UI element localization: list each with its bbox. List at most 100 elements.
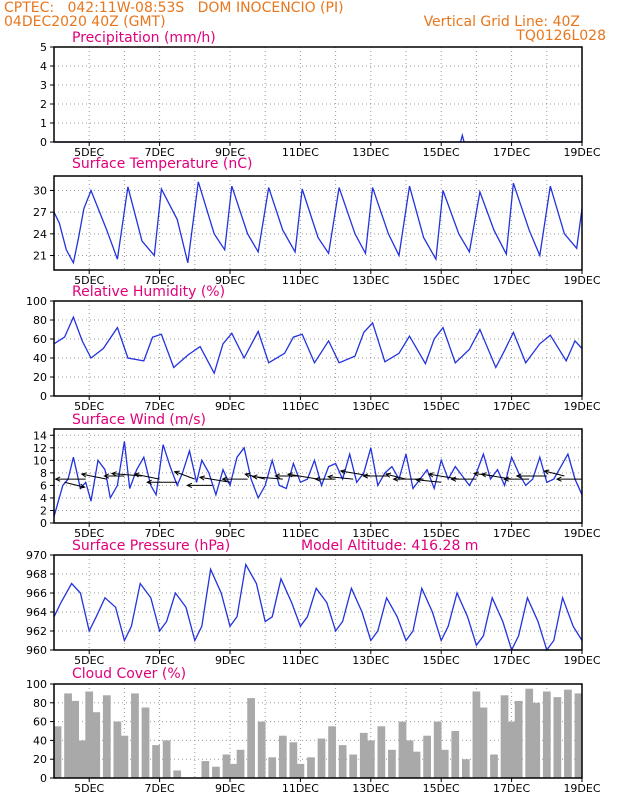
cloud-bar <box>500 695 509 778</box>
cloud-bar <box>229 763 238 778</box>
wind-vector-head <box>543 469 550 475</box>
cloud-title: Cloud Cover (%) <box>72 666 186 682</box>
rh-xtick-label: 17DEC <box>493 400 530 413</box>
wind-ytick-label: 0 <box>40 517 47 530</box>
temp-xtick-label: 15DEC <box>423 274 460 287</box>
wind-vector-head <box>146 479 152 485</box>
wind-vector-head <box>503 476 509 482</box>
wind-vector-head <box>286 472 293 478</box>
precip-ytick-label: 2 <box>40 98 47 111</box>
pres-xtick-label: 15DEC <box>423 654 460 667</box>
wind-xtick-label: 9DEC <box>215 527 245 540</box>
cloud-bar <box>328 726 336 778</box>
rh-ytick-label: 80 <box>33 314 47 327</box>
temp-xtick-label: 9DEC <box>215 274 245 287</box>
pres-ytick-label: 968 <box>26 568 47 581</box>
wind-ytick-label: 12 <box>33 442 47 455</box>
rh-ytick-label: 20 <box>33 371 47 384</box>
cloud-bar <box>296 763 305 778</box>
wind-ytick-label: 6 <box>40 479 47 492</box>
precip-panel: Precipitation (mm/h) 0 1 2 3 4 5 5DEC 7DEC 9DEC 11… <box>40 30 601 159</box>
rh-xtick-label: 11DEC <box>282 400 319 413</box>
pres-xtick-label: 9DEC <box>215 654 245 667</box>
cloud-bar <box>338 745 347 778</box>
cloud-bar <box>398 721 407 778</box>
rh-ytick-label: 40 <box>33 352 47 365</box>
temp-xtick-label: 11DEC <box>282 274 319 287</box>
wind-xtick-label: 15DEC <box>423 527 460 540</box>
cloud-xtick-label: 7DEC <box>145 782 175 795</box>
cloud-ytick-label: 100 <box>26 678 47 691</box>
pres-ytick-label: 962 <box>26 625 47 638</box>
cloud-bar <box>257 721 266 778</box>
precip-ytick-label: 3 <box>40 79 47 92</box>
header-code: TQ0126L028 <box>516 28 606 44</box>
cloud-panel: Cloud Cover (%) 0 20 40 60 80 100 5DEC 7DEC 9DEC 1… <box>26 666 601 795</box>
cloud-bar <box>440 749 449 778</box>
wind-vector-head <box>392 476 399 482</box>
temp-xtick-label: 13DEC <box>352 274 389 287</box>
cloud-bar <box>388 749 396 778</box>
precip-xtick-label: 13DEC <box>352 146 389 159</box>
precip-ytick-label: 4 <box>40 60 47 73</box>
wind-vector-head <box>327 474 334 480</box>
pres-ytick-label: 966 <box>26 587 47 600</box>
precip-frame <box>53 46 583 143</box>
wind-vector <box>328 476 354 480</box>
rh-ytick-label: 100 <box>26 295 47 308</box>
precip-xtick-label: 7DEC <box>145 146 175 159</box>
wind-vector-head <box>515 473 522 479</box>
wind-vector-head <box>221 476 228 482</box>
wind-vector-head <box>173 470 180 476</box>
wind-series-line <box>53 441 583 517</box>
cloud-bar <box>201 761 210 778</box>
pres-panel: Surface Pressure (hPa) Model Altitude: 41… <box>26 538 601 667</box>
wind-vector-head <box>79 483 86 489</box>
cloud-bar <box>247 698 255 778</box>
cloud-bar <box>366 740 375 778</box>
wind-vector-head <box>427 472 434 478</box>
cloud-bar <box>377 726 386 778</box>
wind-xtick-label: 13DEC <box>352 527 389 540</box>
pres-xtick-label: 7DEC <box>145 654 175 667</box>
pres-xtick-label: 19DEC <box>563 654 600 667</box>
cloud-bar <box>113 721 122 778</box>
cloud-bar <box>102 695 111 778</box>
cloud-bar <box>173 770 182 778</box>
cloud-bar <box>479 707 488 778</box>
wind-vector <box>287 473 319 480</box>
wind-title: Surface Wind (m/s) <box>72 412 206 428</box>
cloud-bar <box>289 742 298 778</box>
cloud-bar <box>359 732 368 778</box>
precip-xtick-label: 9DEC <box>215 146 245 159</box>
cloud-xtick-label: 15DEC <box>423 782 460 795</box>
wind-xtick-label: 5DEC <box>74 527 104 540</box>
wind-xtick-label: 17DEC <box>493 527 530 540</box>
wind-vector-head <box>314 476 321 482</box>
wind-vector-head <box>244 472 251 478</box>
precip-xtick-label: 11DEC <box>282 146 319 159</box>
precip-xtick-label: 15DEC <box>423 146 460 159</box>
cloud-bar <box>433 721 442 778</box>
wind-vector-head <box>480 472 487 478</box>
cloud-bar <box>412 751 421 778</box>
cloud-bar <box>542 691 551 778</box>
cloud-bar <box>349 754 358 778</box>
cloud-bar <box>507 721 516 778</box>
pres-xtick-label: 5DEC <box>74 654 104 667</box>
wind-vector-head <box>110 471 117 477</box>
rh-title: Relative Humidity (%) <box>72 284 225 300</box>
temp-xtick-label: 5DEC <box>74 274 104 287</box>
wind-vector-head <box>555 476 562 482</box>
cloud-ytick-label: 60 <box>33 716 47 729</box>
rh-xtick-label: 7DEC <box>145 400 175 413</box>
wind-vector <box>174 471 195 480</box>
cloud-bar <box>461 759 470 778</box>
cloud-bar <box>162 740 171 778</box>
cloud-bar <box>451 731 460 778</box>
wind-vector-head <box>186 482 193 489</box>
wind-vector-head <box>415 477 422 483</box>
cloud-bar <box>131 693 139 778</box>
wind-vector-head <box>450 476 457 482</box>
